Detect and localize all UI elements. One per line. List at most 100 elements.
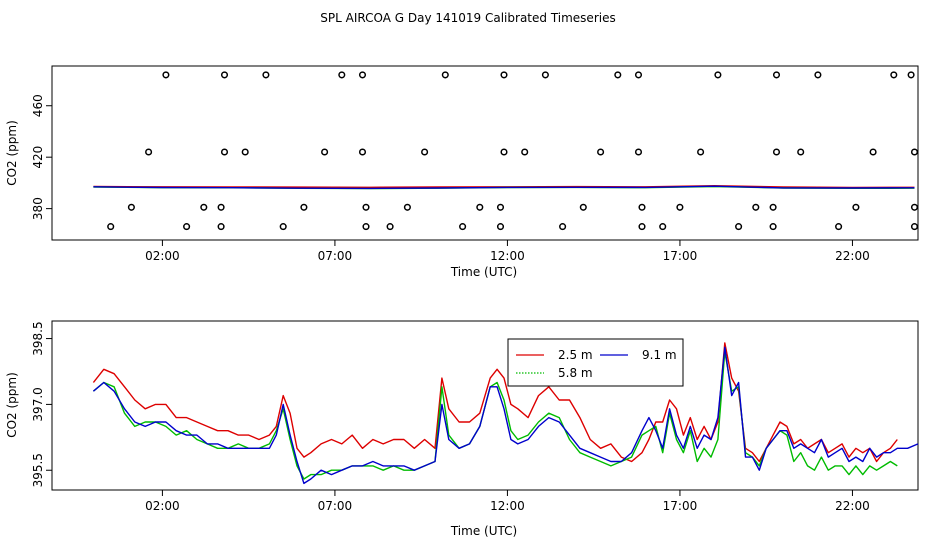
marker-point [769,203,777,211]
bottom-series-line-2-5-m [92,342,898,463]
marker-point [220,71,229,79]
marker-point [107,223,115,231]
marker-point [752,203,760,211]
legend: 2.5 m 9.1 m 5.8 m [507,338,684,387]
marker-point [814,71,822,79]
bottom-x-ticks: 02:00 07:00 12:00 17:00 22:00 [145,490,870,513]
marker-point [362,223,370,231]
marker-point [362,203,370,211]
top-panel: Time (UTC) CO2 (ppm) 02:00 07:00 12:00 17:0… [5,65,919,279]
marker-point [835,223,843,231]
marker-point [358,71,367,79]
marker-point [910,148,919,156]
marker-point [162,71,170,79]
marker-point [910,223,919,231]
marker-point [890,71,898,79]
top-series [93,184,915,190]
bottom-plot-frame [51,320,919,491]
legend-label-2-5m: 2.5 m [558,348,593,362]
marker-point [500,71,508,79]
bottom-y-tick-label: 398.5 [31,321,45,355]
top-y-ticks: 380 420 460 [31,94,52,220]
marker-point [638,203,646,211]
top-x-axis-label: Time (UTC) [450,265,517,279]
top-y-axis-label: CO2 (ppm) [5,120,19,186]
marker-point [386,223,394,231]
marker-point [338,71,346,79]
bottom-x-axis-label: Time (UTC) [450,524,517,538]
marker-point [797,148,805,156]
top-markers [107,71,919,231]
top-x-ticks: 02:00 07:00 12:00 17:00 22:00 [145,240,870,263]
top-y-tick-label: 460 [31,94,45,117]
top-x-tick-label: 17:00 [663,249,698,263]
bottom-y-ticks: 395.5 397.0 398.5 [31,321,52,487]
marker-point [241,148,249,156]
top-y-tick-label: 380 [31,197,45,220]
marker-point [145,148,153,156]
marker-point [217,203,225,211]
bottom-x-tick-label: 07:00 [318,499,353,513]
marker-point [714,71,722,79]
bottom-x-tick-label: 12:00 [490,499,525,513]
marker-point [735,223,743,231]
marker-point [217,223,225,231]
marker-point [127,203,135,211]
marker-point [500,148,508,156]
marker-point [559,223,567,231]
marker-point [659,223,667,231]
bottom-series [92,342,919,485]
marker-point [358,148,367,156]
bottom-series-line-9-1-m [92,346,919,485]
top-x-tick-label: 07:00 [318,249,353,263]
marker-point [634,148,643,156]
top-x-tick-label: 22:00 [835,249,870,263]
marker-point [697,148,705,156]
marker-point [403,203,411,211]
marker-point [321,148,329,156]
marker-point [521,148,529,156]
marker-point [852,203,860,211]
marker-point [772,71,781,79]
top-x-tick-label: 02:00 [145,249,180,263]
marker-point [772,148,781,156]
bottom-y-tick-label: 395.5 [31,453,45,487]
marker-point [441,71,449,79]
legend-label-9-1m: 9.1 m [642,348,677,362]
marker-point [262,71,270,79]
legend-box [507,338,684,387]
marker-point [907,71,915,79]
top-plot-frame [51,65,919,241]
marker-point [476,203,484,211]
marker-point [769,223,777,231]
bottom-x-tick-label: 17:00 [663,499,698,513]
marker-point [200,203,208,211]
bottom-panel: Time (UTC) CO2 (ppm) 02:00 07:00 12:00 17:0… [5,320,919,538]
marker-point [676,203,684,211]
bottom-y-axis-label: CO2 (ppm) [5,372,19,438]
marker-point [910,203,919,211]
marker-point [459,223,467,231]
marker-point [614,71,622,79]
top-series-line-9-1-m [93,185,915,190]
figure-title: SPL AIRCOA G Day 141019 Calibrated Times… [320,11,615,25]
top-x-tick-label: 12:00 [490,249,525,263]
marker-point [183,223,191,231]
marker-point [541,71,549,79]
marker-point [496,223,505,231]
bottom-x-tick-label: 22:00 [835,499,870,513]
legend-label-5-8m: 5.8 m [558,366,593,380]
marker-point [579,203,587,211]
marker-point [300,203,308,211]
marker-point [220,148,229,156]
top-y-tick-label: 420 [31,146,45,169]
marker-point [638,223,646,231]
marker-point [421,148,429,156]
bottom-y-tick-label: 397.0 [31,387,45,421]
marker-point [869,148,877,156]
marker-point [634,71,643,79]
marker-point [597,148,605,156]
marker-point [279,223,287,231]
marker-point [496,203,505,211]
